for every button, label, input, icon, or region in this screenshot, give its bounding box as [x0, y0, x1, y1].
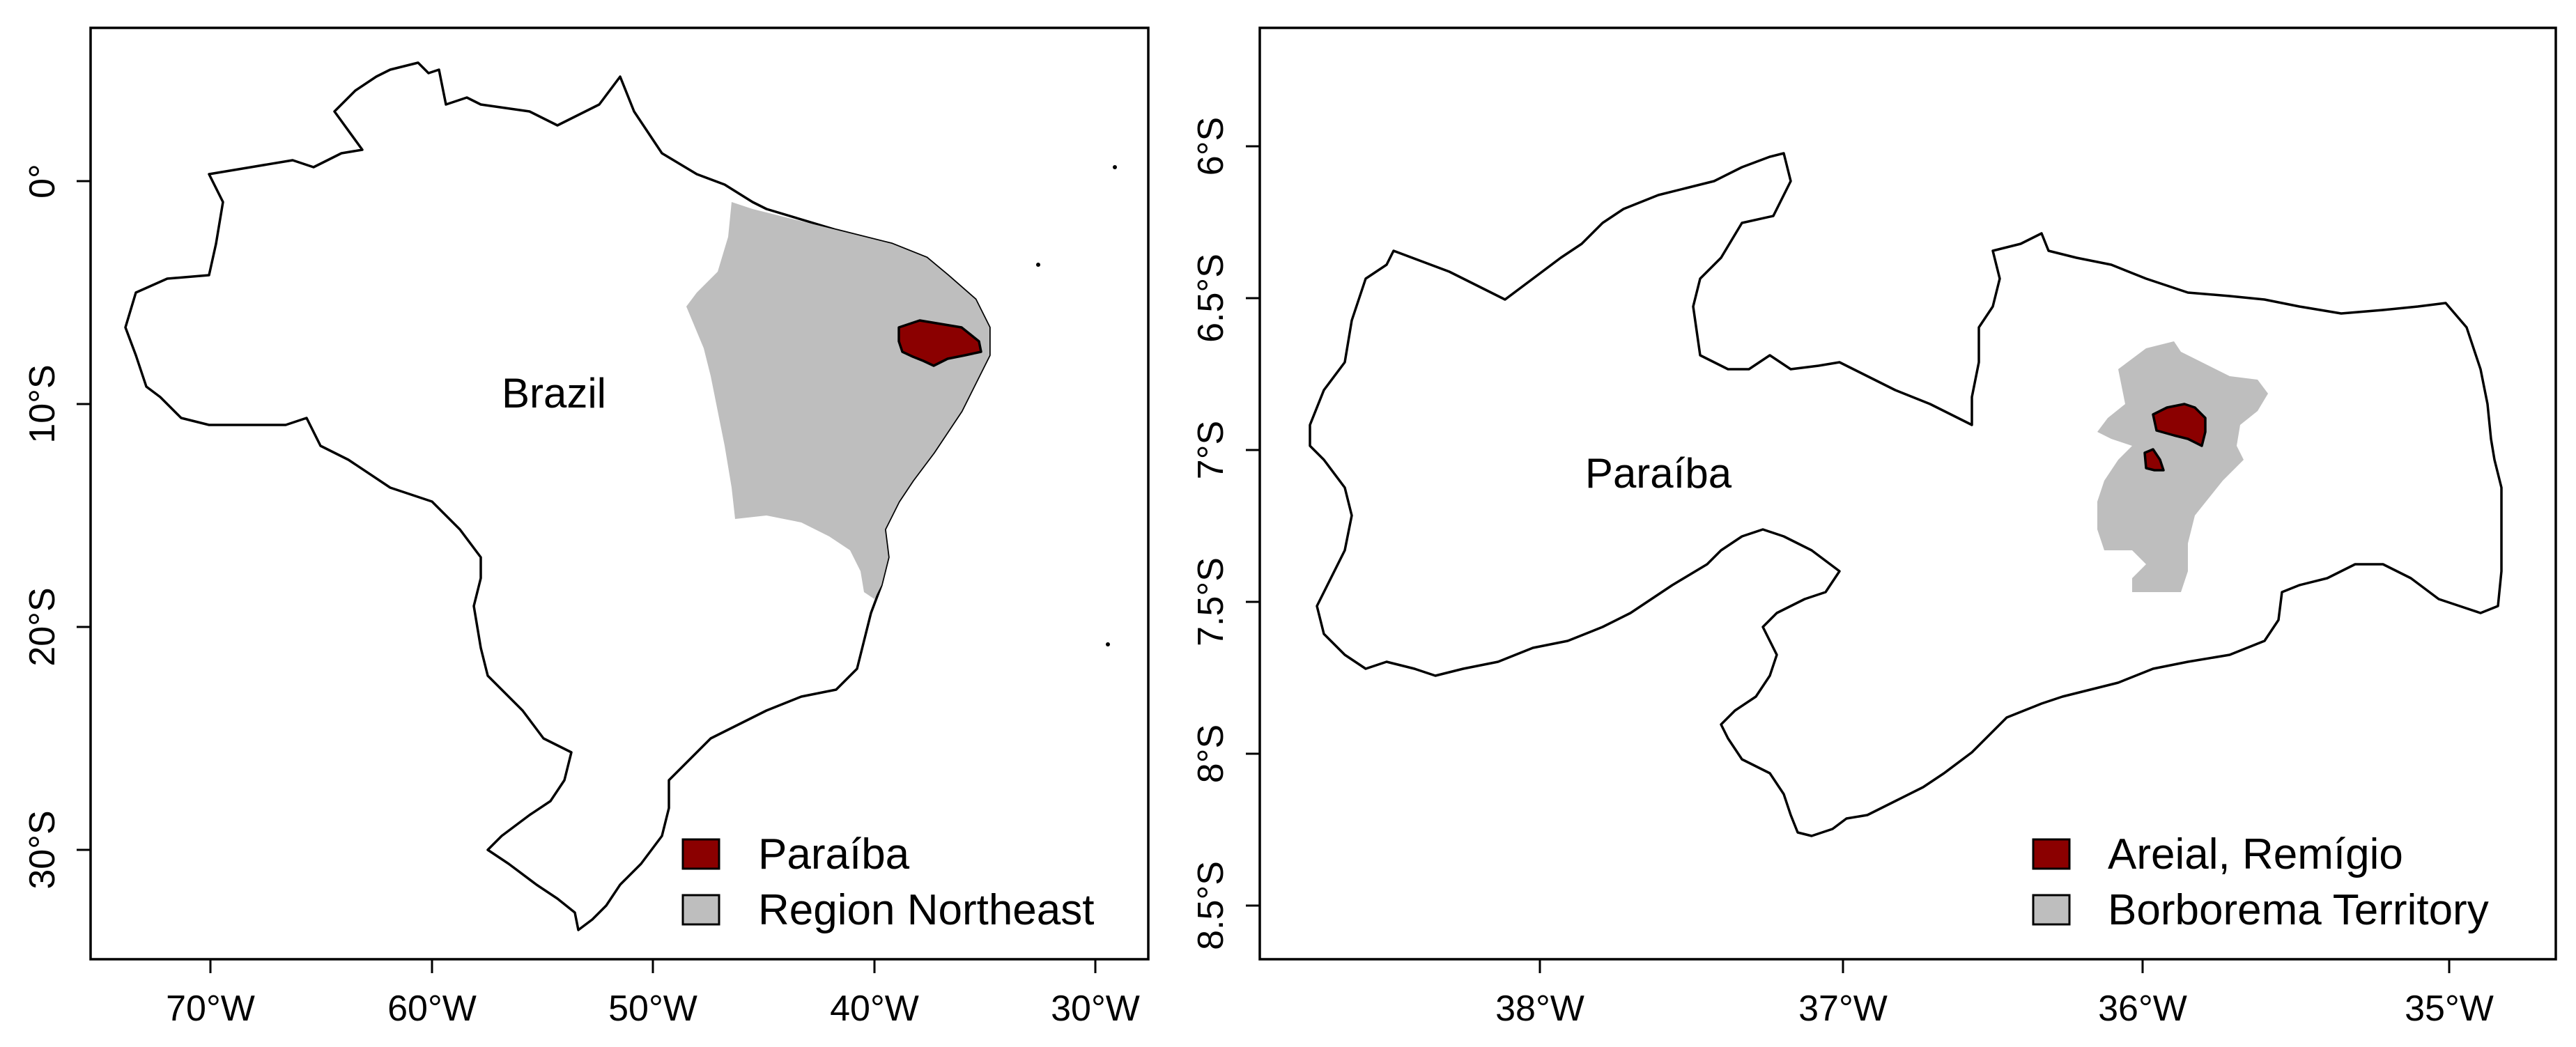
x-tick-label: 37°W: [1798, 988, 1888, 1029]
y-tick-label: 6.5°S: [1191, 254, 1231, 343]
left-map-panel: Brazil 70°W 60°W 50°W 40°W 30°W 0° 10°S …: [22, 26, 1150, 1029]
paraiba-highlight: [897, 319, 982, 367]
x-tick-label: 70°W: [166, 988, 255, 1029]
legend-swatch-areial-remigio: [2032, 838, 2071, 870]
x-tick-label: 60°W: [387, 988, 477, 1029]
right-legend: Areial, Remígio Borborema Territory: [2032, 830, 2489, 934]
y-tick-label: 7.5°S: [1191, 557, 1231, 646]
left-map-frame: [89, 26, 1150, 961]
left-x-axis: 70°W 60°W 50°W 40°W 30°W: [166, 959, 1140, 1029]
x-tick-label: 50°W: [608, 988, 697, 1029]
x-tick-label: 30°W: [1051, 988, 1140, 1029]
island-marker: [1036, 263, 1040, 267]
y-tick-label: 8°S: [1191, 724, 1231, 783]
y-tick-label: 6°S: [1191, 117, 1231, 176]
right-map-panel: Paraíba 38°W 37°W 36°W 35°W 6°S 6.5°S 7°…: [1191, 26, 2557, 1029]
right-x-axis: 38°W 37°W 36°W 35°W: [1495, 959, 2494, 1029]
right-y-axis: 6°S 6.5°S 7°S 7.5°S 8°S 8.5°S: [1191, 117, 1260, 950]
legend-swatch-borborema: [2032, 894, 2071, 926]
y-tick-label: 10°S: [22, 364, 63, 443]
y-tick-label: 0°: [22, 164, 63, 199]
x-tick-label: 35°W: [2405, 988, 2494, 1029]
left-y-axis: 0° 10°S 20°S 30°S: [22, 164, 91, 890]
legend-label: Region Northeast: [758, 886, 1095, 934]
x-tick-label: 36°W: [2098, 988, 2187, 1029]
borborema-territory: [2097, 341, 2268, 592]
map-label-brazil: Brazil: [502, 370, 606, 417]
legend-swatch-paraiba: [681, 838, 720, 870]
legend-label: Paraíba: [758, 830, 910, 878]
y-tick-label: 7°S: [1191, 421, 1231, 479]
x-tick-label: 38°W: [1495, 988, 1584, 1029]
legend-swatch-northeast: [681, 894, 720, 926]
y-tick-label: 8.5°S: [1191, 861, 1231, 950]
right-map-frame: [1258, 26, 2557, 961]
remigio-highlight: [2152, 403, 2207, 447]
map-label-paraiba: Paraíba: [1585, 450, 1732, 497]
x-tick-label: 40°W: [830, 988, 919, 1029]
island-marker: [1106, 642, 1110, 646]
paraiba-outline: [1309, 152, 2503, 837]
legend-label: Borborema Territory: [2108, 886, 2489, 934]
areial-highlight: [2143, 448, 2165, 472]
region-northeast: [686, 202, 989, 599]
left-legend: Paraíba Region Northeast: [681, 830, 1095, 934]
y-tick-label: 20°S: [22, 587, 63, 666]
y-tick-label: 30°S: [22, 810, 63, 889]
island-marker: [1113, 165, 1117, 169]
legend-label: Areial, Remígio: [2108, 830, 2403, 878]
